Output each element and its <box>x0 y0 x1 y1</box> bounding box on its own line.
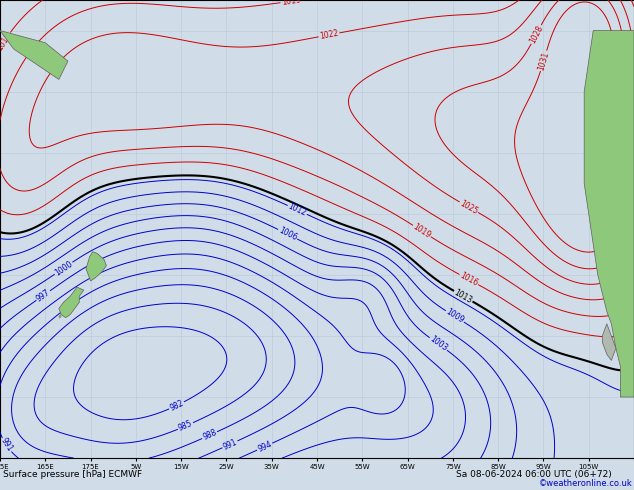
Text: 1016: 1016 <box>0 31 13 52</box>
Polygon shape <box>584 30 634 397</box>
Text: 1016: 1016 <box>458 271 479 288</box>
Polygon shape <box>86 252 107 281</box>
Text: Sa 08-06-2024 06:00 UTC (06+72): Sa 08-06-2024 06:00 UTC (06+72) <box>456 469 612 479</box>
Text: 75W: 75W <box>445 464 461 470</box>
Text: 982: 982 <box>168 398 185 413</box>
Text: 55W: 55W <box>354 464 370 470</box>
Polygon shape <box>602 324 616 361</box>
Text: 1022: 1022 <box>319 28 339 41</box>
Text: 985: 985 <box>177 419 194 433</box>
Text: 25W: 25W <box>219 464 234 470</box>
Text: 175E: 175E <box>82 464 100 470</box>
Text: 65W: 65W <box>399 464 415 470</box>
Text: 1031: 1031 <box>536 50 551 72</box>
Text: 1025: 1025 <box>627 32 634 52</box>
Text: 991: 991 <box>0 437 14 454</box>
Text: 1003: 1003 <box>428 335 449 353</box>
Text: 1028: 1028 <box>527 24 545 45</box>
Text: 1019: 1019 <box>411 222 432 240</box>
Text: ©weatheronline.co.uk: ©weatheronline.co.uk <box>539 479 633 489</box>
Polygon shape <box>59 315 61 318</box>
Text: 1019: 1019 <box>281 0 301 7</box>
Text: 35W: 35W <box>264 464 280 470</box>
Text: 1000: 1000 <box>53 259 74 277</box>
Text: 1009: 1009 <box>444 308 465 325</box>
Text: 988: 988 <box>201 428 218 442</box>
Text: Surface pressure [hPa] ECMWF: Surface pressure [hPa] ECMWF <box>3 469 142 479</box>
Text: 1006: 1006 <box>277 226 299 243</box>
Text: 994: 994 <box>256 440 273 454</box>
Text: 85W: 85W <box>490 464 506 470</box>
Text: 997: 997 <box>35 288 52 303</box>
Polygon shape <box>0 30 68 79</box>
Text: 5W: 5W <box>130 464 141 470</box>
Text: 1013: 1013 <box>453 288 474 305</box>
Text: 15W: 15W <box>173 464 189 470</box>
Text: 95W: 95W <box>536 464 552 470</box>
Text: 105W: 105W <box>579 464 599 470</box>
Text: 991: 991 <box>221 437 238 451</box>
Text: 1025: 1025 <box>458 198 479 216</box>
Text: 155E: 155E <box>0 464 9 470</box>
Polygon shape <box>59 287 84 318</box>
Text: 1028: 1028 <box>621 59 631 79</box>
Text: 45W: 45W <box>309 464 325 470</box>
Text: 1012: 1012 <box>287 202 308 218</box>
Text: 165E: 165E <box>36 464 54 470</box>
